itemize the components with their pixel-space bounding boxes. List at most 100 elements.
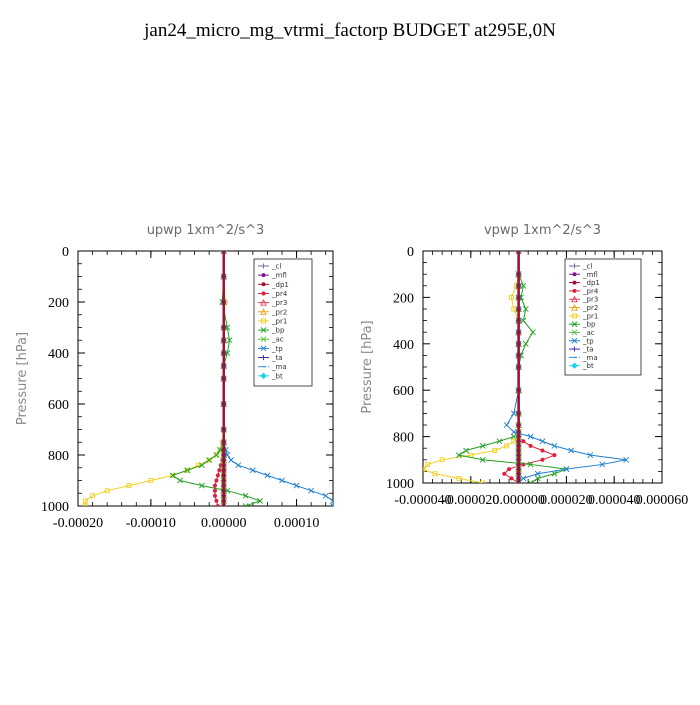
legend-marker xyxy=(261,273,266,278)
legend-marker xyxy=(261,291,266,296)
data-point-bp xyxy=(479,456,486,463)
data-point-bp xyxy=(198,482,205,489)
data-point-bp xyxy=(169,472,176,479)
legend-label: _cl xyxy=(582,263,592,271)
data-point-pr4 xyxy=(217,468,222,473)
data-point-bp xyxy=(534,475,541,482)
data-point-pr1 xyxy=(170,472,176,478)
legend-label: _ta xyxy=(582,346,594,354)
data-point-tp xyxy=(264,472,271,479)
legend-label: _dp1 xyxy=(582,279,600,287)
data-point-dp1 xyxy=(516,318,521,323)
data-point-dp1 xyxy=(516,423,521,427)
legend-marker xyxy=(571,295,578,303)
data-point-pr1 xyxy=(508,294,514,300)
data-point-dp1 xyxy=(516,411,521,416)
data-point-dp1 xyxy=(221,351,226,355)
data-point-dp1 xyxy=(221,504,226,506)
series-group xyxy=(423,251,630,483)
data-point-dp1 xyxy=(516,272,521,277)
data-point-tp xyxy=(249,467,256,474)
data-point-pr1 xyxy=(82,503,88,506)
data-point-dp1 xyxy=(221,440,226,445)
x-tick-label: 0.000060 xyxy=(636,493,689,508)
legend-label: _cl xyxy=(271,263,281,271)
y-tick-label: 1000 xyxy=(386,477,414,492)
data-point-dp1 xyxy=(516,341,521,346)
data-point-pr1 xyxy=(504,443,510,449)
data-point-pr4 xyxy=(521,462,526,467)
data-point-bp xyxy=(206,457,213,464)
legend-marker xyxy=(571,362,578,369)
legend-marker xyxy=(260,345,267,352)
data-point-dp1 xyxy=(221,363,226,368)
data-point-tp xyxy=(515,251,522,254)
data-point-tp xyxy=(330,503,333,506)
legend-marker xyxy=(571,337,578,344)
legend-marker xyxy=(571,329,578,336)
data-point-dp1 xyxy=(516,481,521,483)
data-point-tp xyxy=(587,452,594,459)
chart-panel-1: upwp 1xm^2/s^3 Pressure [hPa] 0 200 400 600 80… xyxy=(15,223,334,531)
y-axis-label: Pressure [hPa] xyxy=(360,320,375,413)
legend-marker xyxy=(572,288,577,293)
data-point-bp xyxy=(242,503,249,506)
data-point-pr4 xyxy=(540,448,545,453)
y-tick-label: 800 xyxy=(393,431,414,446)
x-tick-label: -0.00020 xyxy=(53,516,103,531)
data-point-bp xyxy=(520,282,527,289)
data-point-tp xyxy=(623,456,630,463)
data-point-dp1 xyxy=(516,462,521,467)
data-point-bp xyxy=(522,306,529,312)
legend-label: _pr4 xyxy=(582,287,599,295)
data-point-pr4 xyxy=(215,473,220,478)
legend-label: _pr2 xyxy=(271,308,287,316)
legend-marker xyxy=(572,313,577,319)
data-point-bp xyxy=(496,438,503,445)
legend-marker xyxy=(260,336,267,343)
data-point-bp xyxy=(551,470,558,477)
data-point-dp1 xyxy=(516,295,521,300)
data-point-tp xyxy=(220,251,227,254)
figure-title: jan24_micro_mg_vtrmi_factorp BUDGET at29… xyxy=(144,20,556,41)
x-tick-label: 0.00010 xyxy=(274,516,320,531)
legend: _cl_mfl_dp1_pr4_pr3_pr2_pr1_bp_ac_tp_ta_… xyxy=(564,258,642,376)
y-tick-label: 600 xyxy=(393,384,414,399)
legend-label: _dp1 xyxy=(271,281,289,289)
data-point-pr4 xyxy=(212,483,217,488)
data-point-pr4 xyxy=(552,453,557,458)
data-point-dp1 xyxy=(221,325,226,330)
data-point-dp1 xyxy=(516,443,521,448)
data-point-tp xyxy=(534,470,541,477)
legend-marker xyxy=(260,327,267,333)
x-tick-label: 0.000000 xyxy=(492,493,545,508)
data-point-dp1 xyxy=(221,463,226,468)
data-point-tp xyxy=(539,438,546,445)
data-point-dp1 xyxy=(221,338,226,343)
data-point-pr1 xyxy=(480,480,486,483)
data-point-tp xyxy=(551,442,558,449)
legend: _cl_mfl_dp1_pr4_pr3_pr2_pr1_bp_ac_tp_ta_… xyxy=(253,258,313,387)
panel-title: upwp 1xm^2/s^3 xyxy=(147,223,265,238)
panel-title: vpwp 1xm^2/s^3 xyxy=(484,223,601,238)
data-point-pr4 xyxy=(528,443,533,448)
data-point-dp1 xyxy=(221,427,226,432)
legend-marker xyxy=(571,263,578,269)
x-tick-label: 0.000020 xyxy=(540,493,593,508)
legend-marker xyxy=(571,303,578,311)
data-point-bp xyxy=(198,462,205,469)
data-point-dp1 xyxy=(221,493,226,498)
data-point-dp1 xyxy=(221,478,226,483)
data-point-dp1 xyxy=(221,468,226,473)
legend-marker xyxy=(572,272,577,277)
data-point-pr4 xyxy=(507,467,512,472)
data-point-bp xyxy=(530,329,536,336)
data-point-tp xyxy=(503,422,510,428)
legend-label: _tp xyxy=(271,345,283,353)
data-point-pr1 xyxy=(492,448,498,453)
data-point-bp xyxy=(522,340,529,347)
data-point-dp1 xyxy=(516,457,521,462)
data-point-bp xyxy=(242,492,249,499)
data-point-pr1 xyxy=(90,493,96,499)
